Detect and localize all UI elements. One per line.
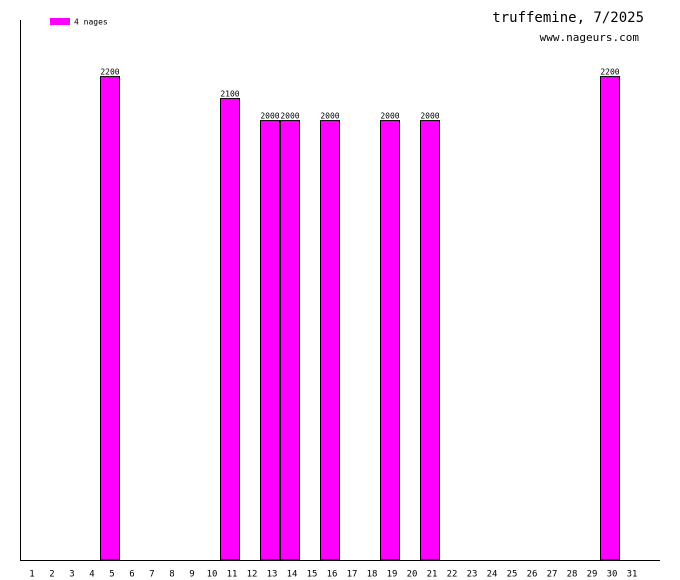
x-tick-label: 2 — [49, 570, 54, 580]
value-label: 2000 — [320, 112, 339, 121]
value-label: 2200 — [600, 68, 619, 77]
x-tick-label: 12 — [247, 570, 258, 580]
legend-label: 4 nages — [74, 18, 108, 27]
x-tick-label: 1 — [29, 570, 34, 580]
x-tick-label: 31 — [627, 570, 638, 580]
bar — [380, 120, 400, 561]
value-label: 2000 — [260, 112, 279, 121]
bar — [420, 120, 440, 561]
x-tick-label: 5 — [109, 570, 114, 580]
x-tick-label: 20 — [407, 570, 418, 580]
chart-title: truffemine, 7/2025 — [492, 10, 644, 26]
x-tick-label: 30 — [607, 570, 618, 580]
x-tick-label: 21 — [427, 570, 438, 580]
x-tick-label: 29 — [587, 570, 598, 580]
value-label: 2100 — [220, 90, 239, 99]
value-label: 2000 — [380, 112, 399, 121]
x-tick-label: 27 — [547, 570, 558, 580]
x-tick-label: 23 — [467, 570, 478, 580]
x-tick-label: 26 — [527, 570, 538, 580]
x-tick-label: 11 — [227, 570, 238, 580]
bar — [100, 76, 120, 561]
x-tick-label: 7 — [149, 570, 154, 580]
x-tick-label: 10 — [207, 570, 218, 580]
bar — [260, 120, 280, 561]
x-tick-label: 22 — [447, 570, 458, 580]
bar — [220, 98, 240, 561]
legend-swatch — [50, 18, 70, 25]
x-tick-label: 17 — [347, 570, 358, 580]
bar — [600, 76, 620, 561]
x-tick-label: 24 — [487, 570, 498, 580]
value-label: 2000 — [280, 112, 299, 121]
value-label: 2200 — [100, 68, 119, 77]
bar — [280, 120, 300, 561]
x-tick-label: 19 — [387, 570, 398, 580]
x-tick-label: 4 — [89, 570, 94, 580]
x-tick-label: 25 — [507, 570, 518, 580]
x-tick-label: 3 — [69, 570, 74, 580]
x-tick-label: 18 — [367, 570, 378, 580]
x-tick-label: 28 — [567, 570, 578, 580]
bar — [320, 120, 340, 561]
x-tick-label: 8 — [169, 570, 174, 580]
value-label: 2000 — [420, 112, 439, 121]
x-tick-label: 15 — [307, 570, 318, 580]
x-tick-label: 16 — [327, 570, 338, 580]
x-tick-label: 14 — [287, 570, 298, 580]
x-tick-label: 6 — [129, 570, 134, 580]
x-tick-label: 13 — [267, 570, 278, 580]
x-tick-label: 9 — [189, 570, 194, 580]
chart-subtitle: www.nageurs.com — [540, 31, 640, 44]
